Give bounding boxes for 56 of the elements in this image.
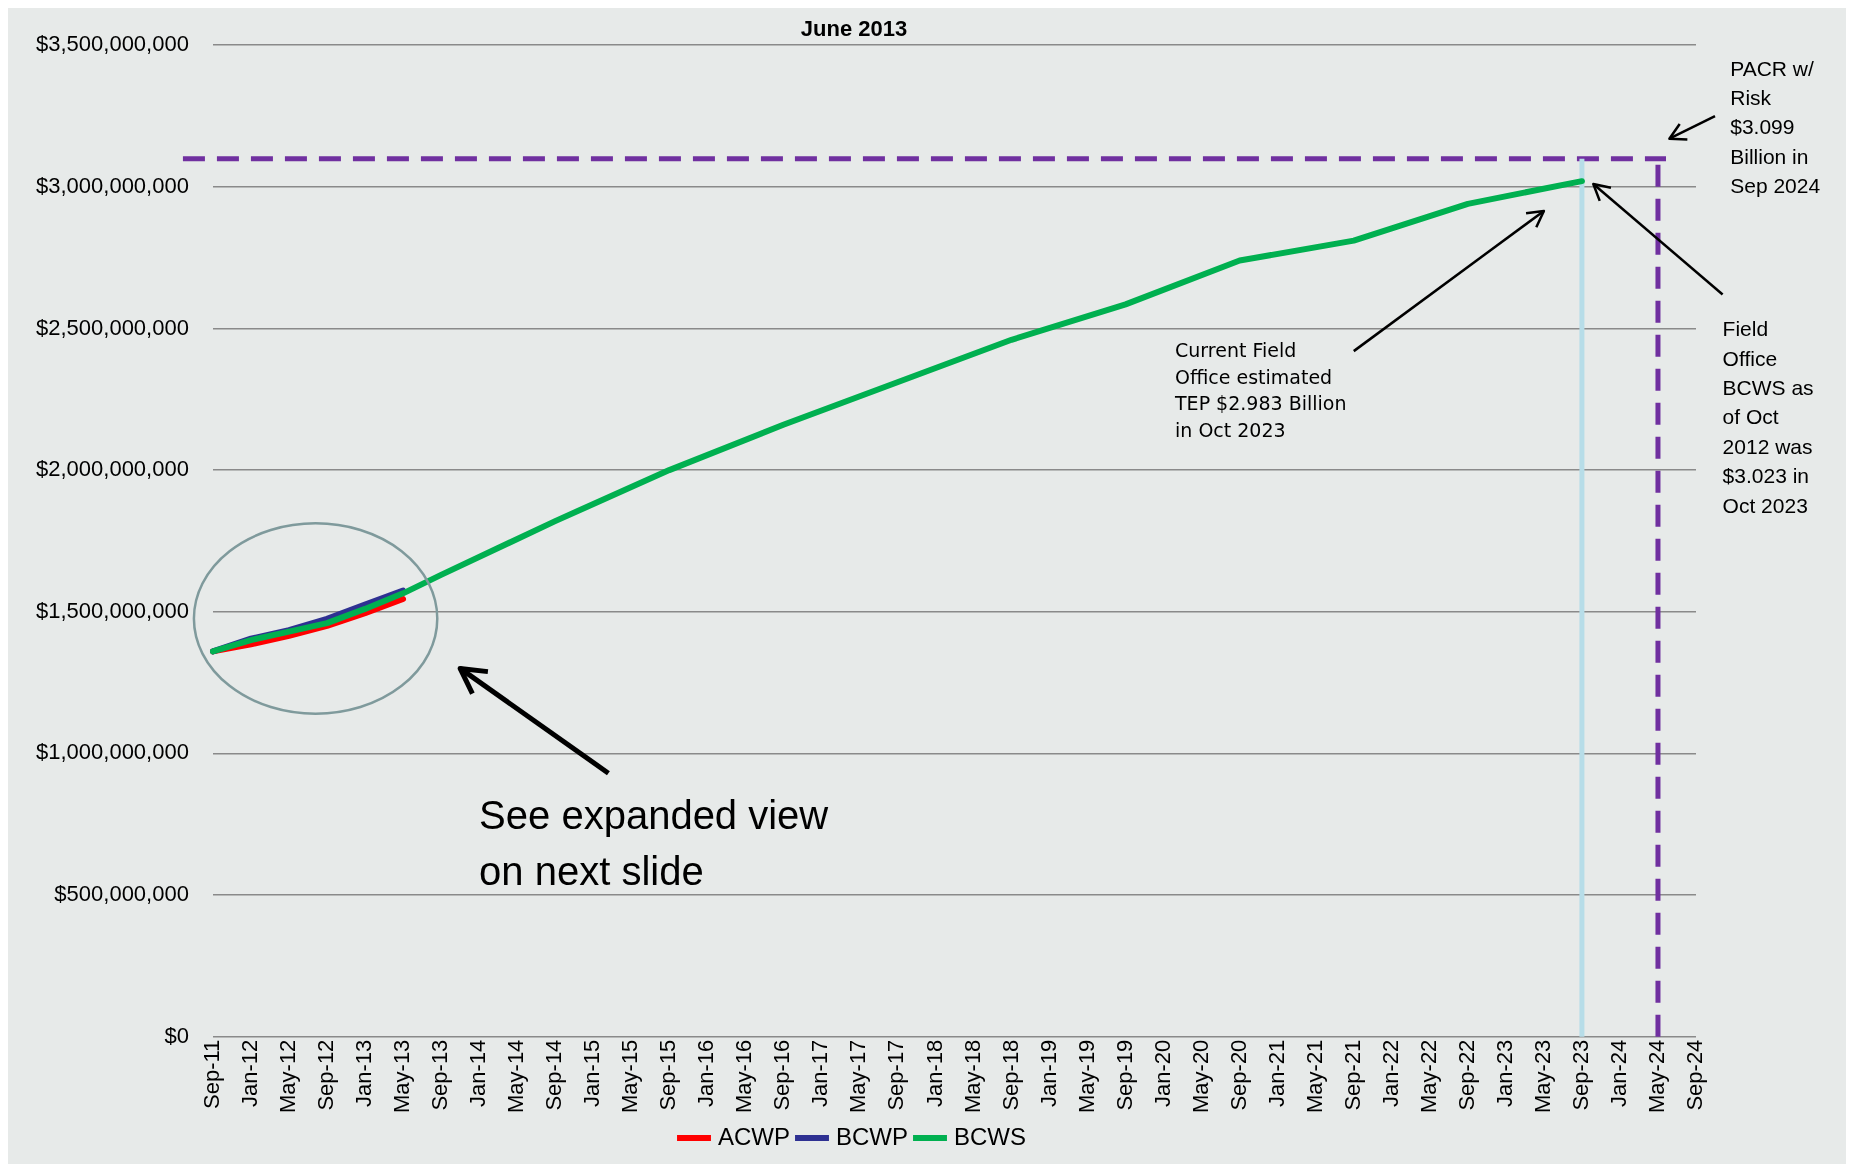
x-tick-label: Jan-18	[921, 1039, 947, 1107]
x-tick-label: May-19	[1073, 1039, 1099, 1113]
x-tick-label: Jan-24	[1606, 1039, 1632, 1107]
x-tick-label: May-18	[959, 1039, 985, 1113]
legend-label: ACWP	[718, 1122, 790, 1150]
y-tick-label: $2,000,000,000	[35, 456, 189, 482]
annotation: See expanded view on next slide	[479, 792, 830, 896]
text: Field Office BCWS as of Oct 2012 was $3.023 in Oct 2023	[1722, 316, 1815, 519]
text: PACR w/ Risk $3.099 Billion in Sep 2024	[1730, 55, 1821, 200]
x-tick-label: Jan-13	[351, 1039, 377, 1107]
x-tick-label: Jan-20	[1149, 1039, 1175, 1107]
x-tick-label: Sep-21	[1339, 1039, 1365, 1111]
x-tick-label: May-24	[1644, 1039, 1670, 1113]
x-tick-label: Jan-22	[1377, 1039, 1403, 1107]
x-tick-label: May-22	[1415, 1039, 1441, 1113]
x-tick-label: Sep-15	[655, 1039, 681, 1111]
x-tick-label: May-12	[275, 1039, 301, 1113]
x-tick-label: Sep-13	[427, 1039, 453, 1111]
x-tick-label: Sep-12	[313, 1039, 339, 1111]
x-tick-label: Sep-16	[769, 1039, 795, 1111]
y-tick-label: $500,000,000	[54, 881, 189, 907]
x-tick-label: Jan-23	[1491, 1039, 1517, 1107]
x-tick-label: Sep-20	[1225, 1039, 1251, 1111]
x-tick-label: Sep-19	[1111, 1039, 1137, 1111]
y-tick-label: $2,500,000,000	[35, 314, 189, 340]
x-tick-label: May-20	[1187, 1039, 1213, 1113]
x-tick-label: May-14	[503, 1039, 529, 1113]
x-tick-label: Jan-12	[237, 1039, 263, 1107]
chart-title: June 2013	[800, 16, 908, 42]
x-tick-label: Jan-14	[465, 1039, 491, 1107]
y-tick-label: $3,500,000,000	[35, 31, 189, 57]
x-tick-label: Sep-24	[1682, 1039, 1708, 1111]
x-tick-label: May-17	[845, 1039, 871, 1113]
x-tick-label: Sep-17	[883, 1039, 909, 1111]
x-tick-label: Jan-21	[1263, 1039, 1289, 1107]
x-tick-label: May-15	[617, 1039, 643, 1113]
legend-label: BCWP	[836, 1122, 908, 1150]
x-tick-label: May-16	[731, 1039, 757, 1113]
y-tick-label: $1,000,000,000	[35, 739, 189, 765]
x-tick-label: Jan-16	[693, 1039, 719, 1107]
y-tick-label: $0	[164, 1022, 189, 1048]
x-tick-label: Jan-19	[1035, 1039, 1061, 1107]
x-tick-label: Jan-15	[579, 1039, 605, 1107]
x-tick-label: Jan-17	[807, 1039, 833, 1107]
x-tick-label: Sep-11	[198, 1039, 224, 1109]
x-tick-label: May-21	[1301, 1039, 1327, 1113]
x-tick-label: Sep-22	[1453, 1039, 1479, 1111]
x-tick-label: Sep-18	[997, 1039, 1023, 1111]
x-tick-label: Sep-23	[1567, 1039, 1593, 1111]
x-tick-label: May-23	[1529, 1039, 1555, 1113]
legend-label: BCWS	[954, 1122, 1026, 1150]
y-tick-label: $1,500,000,000	[35, 597, 189, 623]
x-tick-label: May-13	[389, 1039, 415, 1113]
annotation: Current Field Office estimated TEP $2.983 Billion in Oct 2023	[1175, 337, 1348, 443]
y-tick-label: $3,000,000,000	[35, 172, 189, 198]
x-tick-label: Sep-14	[541, 1039, 567, 1111]
